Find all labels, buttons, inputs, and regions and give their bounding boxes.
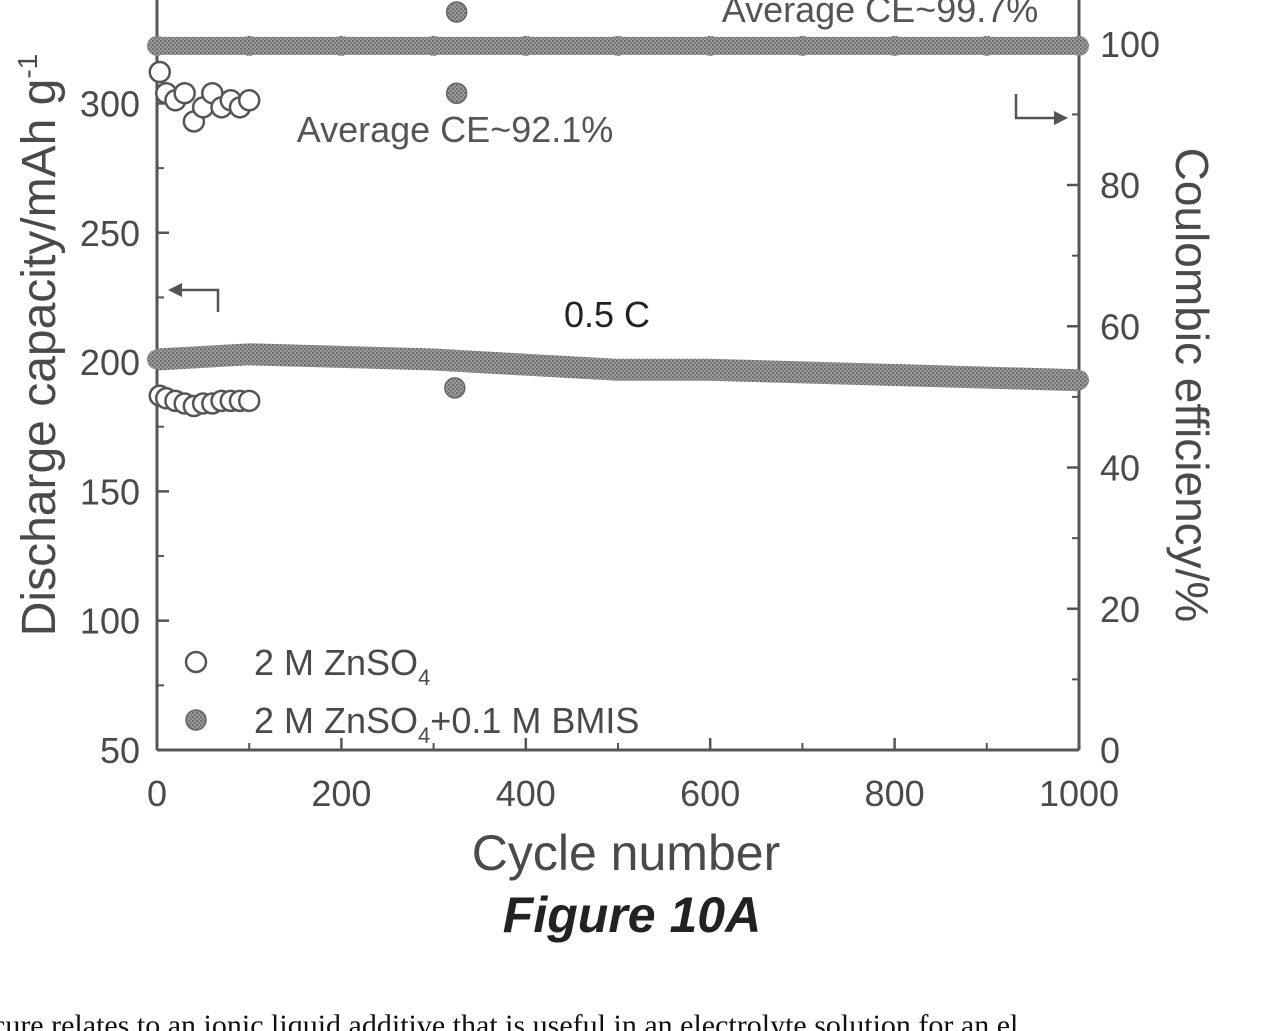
- y-axis-left-title: Discharge capacity/mAh g-1: [12, 54, 66, 636]
- arrow-to-right-axis: [1016, 94, 1068, 125]
- tick-labels: 0 200 400 600 800 1000 50 100 150 200 250 300 0 20 40 6…: [80, 24, 1160, 814]
- legend-item-zns04-bmis: 2 M ZnSO4+0.1 M BMIS: [186, 700, 639, 748]
- legend-label-zns04-bmis-main: 2 M ZnSO: [254, 700, 418, 741]
- data-point-s2-0: [147, 349, 167, 369]
- data-point-s2-3: [424, 349, 444, 369]
- body-text: cure relates to an ionic liquid additive…: [0, 1006, 1276, 1031]
- legend-label-zns04-bmis-sub: 4: [418, 723, 430, 748]
- data-point-s3-0: [147, 36, 167, 56]
- data-point-s3-3: [424, 36, 444, 56]
- y-left-tick-label-100: 100: [80, 601, 140, 642]
- y-left-tick-label-250: 250: [80, 213, 140, 254]
- y-right-tick-label-80: 80: [1100, 165, 1140, 206]
- x-axis-title: Cycle number: [472, 825, 780, 881]
- y-axis-right-title: Coulombic efficiency/%: [1166, 148, 1218, 623]
- y-left-tick-label-300: 300: [80, 83, 140, 124]
- data-point-s1-3: [175, 83, 195, 103]
- y-right-tick-label-0: 0: [1100, 730, 1120, 771]
- x-tick-label-200: 200: [311, 773, 371, 814]
- legend-label-zns04-main: 2 M ZnSO: [254, 642, 418, 683]
- data-point-s3-9: [977, 36, 997, 56]
- y-axis-left-title-superscript: -1: [12, 54, 43, 79]
- annotation-ce-additive: Average CE~99.7%: [722, 0, 1039, 30]
- arrow-to-left-axis: [168, 283, 218, 312]
- x-tick-label-800: 800: [865, 773, 925, 814]
- annotation-ce-plain: Average CE~92.1%: [297, 109, 614, 150]
- data-point-s2-1: [239, 344, 259, 364]
- outlier-point-s3-0: [447, 2, 467, 22]
- legend-item-zns04: 2 M ZnSO4: [186, 642, 430, 690]
- x-tick-label-0: 0: [147, 773, 167, 814]
- legend: 2 M ZnSO4 2 M ZnSO4+0.1 M BMIS: [186, 642, 639, 748]
- data-point-s3-8: [885, 36, 905, 56]
- data-point-s2-9: [977, 368, 997, 388]
- legend-label-zns04-bmis: 2 M ZnSO4+0.1 M BMIS: [254, 700, 639, 748]
- data-point-s3-7: [792, 36, 812, 56]
- y-left-tick-label-150: 150: [80, 471, 140, 512]
- y-right-tick-label-20: 20: [1100, 589, 1140, 630]
- legend-label-zns04: 2 M ZnSO4: [254, 642, 430, 690]
- data-point-s3-4: [516, 36, 536, 56]
- outlier-point-s3-1: [447, 83, 467, 103]
- data-point-s2-8: [885, 365, 905, 385]
- data-point-s3-2: [331, 36, 351, 56]
- data-point-s3-5: [608, 36, 628, 56]
- y-right-tick-label-60: 60: [1100, 306, 1140, 347]
- x-tick-label-600: 600: [680, 773, 740, 814]
- data-point-s2-6: [700, 360, 720, 380]
- data-point-s1-0: [150, 62, 170, 82]
- data-point-s0-10: [239, 391, 259, 411]
- annotation-rate: 0.5 C: [564, 294, 650, 335]
- y-left-tick-label-50: 50: [100, 730, 140, 771]
- data-point-s2-2: [331, 347, 351, 367]
- figure-caption: Figure 10A: [503, 887, 761, 943]
- data-point-s2-5: [608, 360, 628, 380]
- legend-label-zns04-sub: 4: [418, 665, 430, 690]
- y-axis-left-title-main: Discharge capacity/mAh g: [13, 79, 66, 637]
- data-point-s3-1: [239, 36, 259, 56]
- legend-marker-open-circle: [186, 652, 206, 672]
- data-point-s2-4: [516, 355, 536, 375]
- legend-marker-filled-circle: [186, 710, 206, 730]
- data-point-s2-7: [792, 362, 812, 382]
- outlier-point-s2-0: [445, 378, 465, 398]
- data-point-s1-10: [239, 90, 259, 110]
- y-left-tick-label-200: 200: [80, 342, 140, 383]
- legend-label-zns04-bmis-tail: +0.1 M BMIS: [430, 700, 639, 741]
- data-point-s2-10: [1069, 370, 1089, 390]
- data-point-s3-6: [700, 36, 720, 56]
- data-point-s3-10: [1069, 36, 1089, 56]
- x-tick-label-400: 400: [496, 773, 556, 814]
- y-right-tick-label-100: 100: [1100, 24, 1160, 65]
- y-right-tick-label-40: 40: [1100, 448, 1140, 489]
- x-tick-label-1000: 1000: [1039, 773, 1119, 814]
